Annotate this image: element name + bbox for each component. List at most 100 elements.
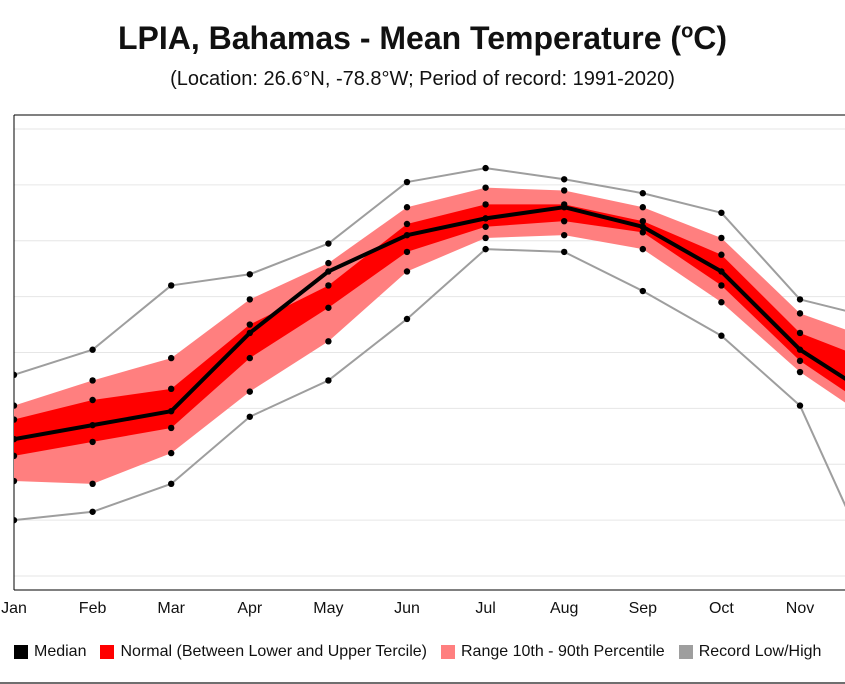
median-point — [718, 268, 725, 275]
p10-point — [561, 231, 568, 239]
median-point — [325, 268, 332, 275]
legend-item-record: Record Low/High — [678, 643, 822, 661]
p90-point — [325, 259, 332, 267]
p90-point — [561, 187, 568, 194]
p90-point — [246, 296, 253, 303]
record-low-point — [14, 516, 18, 524]
median-point — [403, 231, 411, 239]
record-high-point — [403, 178, 411, 186]
record-low-point — [403, 315, 411, 323]
chart-title-unit: C) — [693, 20, 728, 56]
x-tick-label: Feb — [79, 600, 107, 617]
legend-label-range: Range 10th - 90th Percentile — [461, 643, 665, 660]
record-high-point — [325, 240, 332, 247]
legend-item-normal: Normal (Between Lower and Upper Tercile) — [100, 643, 427, 661]
p90-point — [89, 377, 96, 384]
p10-point — [325, 338, 332, 345]
lower-tercile-point — [14, 452, 18, 460]
p90-point — [14, 402, 18, 409]
p10-point — [718, 299, 725, 306]
upper-tercile-point — [14, 416, 18, 423]
x-tick-label: Apr — [237, 600, 263, 617]
x-tick-label: Oct — [709, 600, 734, 617]
record-low-point — [168, 480, 175, 488]
lower-tercile-point — [796, 357, 804, 365]
bottom-divider — [0, 682, 845, 684]
p90-point — [168, 354, 175, 362]
record-high-point — [718, 209, 725, 216]
upper-tercile-point — [325, 282, 332, 289]
p10-point — [403, 268, 411, 275]
lower-tercile-point — [639, 229, 646, 236]
p90-point — [639, 204, 646, 211]
record-high-point — [168, 282, 175, 289]
upper-tercile-point — [89, 396, 96, 404]
chart-legend: Median Normal (Between Lower and Upper T… — [14, 641, 835, 663]
median-point — [14, 435, 18, 443]
record-low-point — [89, 508, 96, 515]
chart-subtitle: (Location: 26.6°N, -78.8°W; Period of re… — [170, 68, 675, 90]
upper-tercile-point — [718, 251, 725, 258]
upper-tercile-point — [403, 220, 411, 228]
record-high-point — [89, 346, 96, 353]
p10-point — [14, 477, 18, 485]
lower-tercile-point — [403, 248, 411, 256]
record-high-point — [796, 296, 804, 303]
lower-tercile-point — [89, 438, 96, 446]
x-tick-label: Mar — [157, 600, 185, 617]
legend-item-range: Range 10th - 90th Percentile — [441, 643, 665, 661]
upper-tercile-point — [796, 329, 804, 337]
record-high-point — [14, 371, 18, 379]
p90-point — [796, 310, 804, 317]
plot-series-group — [14, 164, 845, 524]
x-tick-label: Jan — [1, 600, 27, 617]
p90-point — [718, 234, 725, 242]
lower-tercile-point — [482, 223, 489, 230]
median-point — [89, 421, 96, 429]
record-high-point — [561, 176, 568, 183]
upper-tercile-point — [168, 385, 175, 393]
legend-swatch-normal — [100, 645, 115, 659]
record-high-line — [14, 167, 845, 376]
lower-tercile-point — [325, 304, 332, 311]
median-line — [14, 205, 845, 442]
record-low-point — [639, 287, 646, 295]
upper-tercile-point — [482, 201, 489, 208]
legend-label-normal: Normal (Between Lower and Upper Tercile) — [120, 643, 427, 660]
legend-swatch-record — [678, 645, 693, 659]
p10-point — [168, 449, 175, 457]
upper-tercile-point — [246, 321, 253, 328]
record-low-line — [14, 248, 845, 522]
chart-title-text: LPIA, Bahamas - Mean Temperature ( — [117, 20, 682, 56]
x-tick-label: Nov — [786, 600, 814, 617]
record-low-point — [246, 413, 253, 420]
legend-label-record: Record Low/High — [698, 643, 822, 660]
x-tick-label: Aug — [550, 600, 578, 617]
median-point — [482, 215, 489, 222]
p10-point — [639, 245, 646, 253]
x-tick-label: Jul — [475, 600, 495, 617]
record-low-point — [796, 402, 804, 409]
record-low-point — [718, 332, 725, 339]
x-tick-label: May — [313, 600, 343, 617]
median-point — [796, 346, 804, 353]
median-point — [561, 204, 568, 211]
median-point — [639, 223, 646, 230]
upper-tercile-point — [639, 217, 646, 225]
legend-swatch-median — [14, 645, 28, 659]
p90-point — [403, 204, 411, 211]
p90-point — [482, 184, 489, 191]
median-point — [168, 407, 175, 415]
lower-tercile-point — [718, 282, 725, 289]
record-low-point — [561, 248, 568, 256]
record-low-point — [482, 245, 489, 253]
record-high-point — [246, 271, 253, 278]
chart-title-degree-sup: o — [681, 20, 694, 43]
lower-tercile-point — [168, 424, 175, 432]
legend-label-median: Median — [34, 643, 87, 660]
chart-title: LPIA, Bahamas - Mean Temperature (oC) — [0, 20, 845, 57]
legend-item-median: Median — [14, 643, 86, 661]
p10-point — [796, 368, 804, 376]
legend-swatch-range — [441, 645, 455, 659]
